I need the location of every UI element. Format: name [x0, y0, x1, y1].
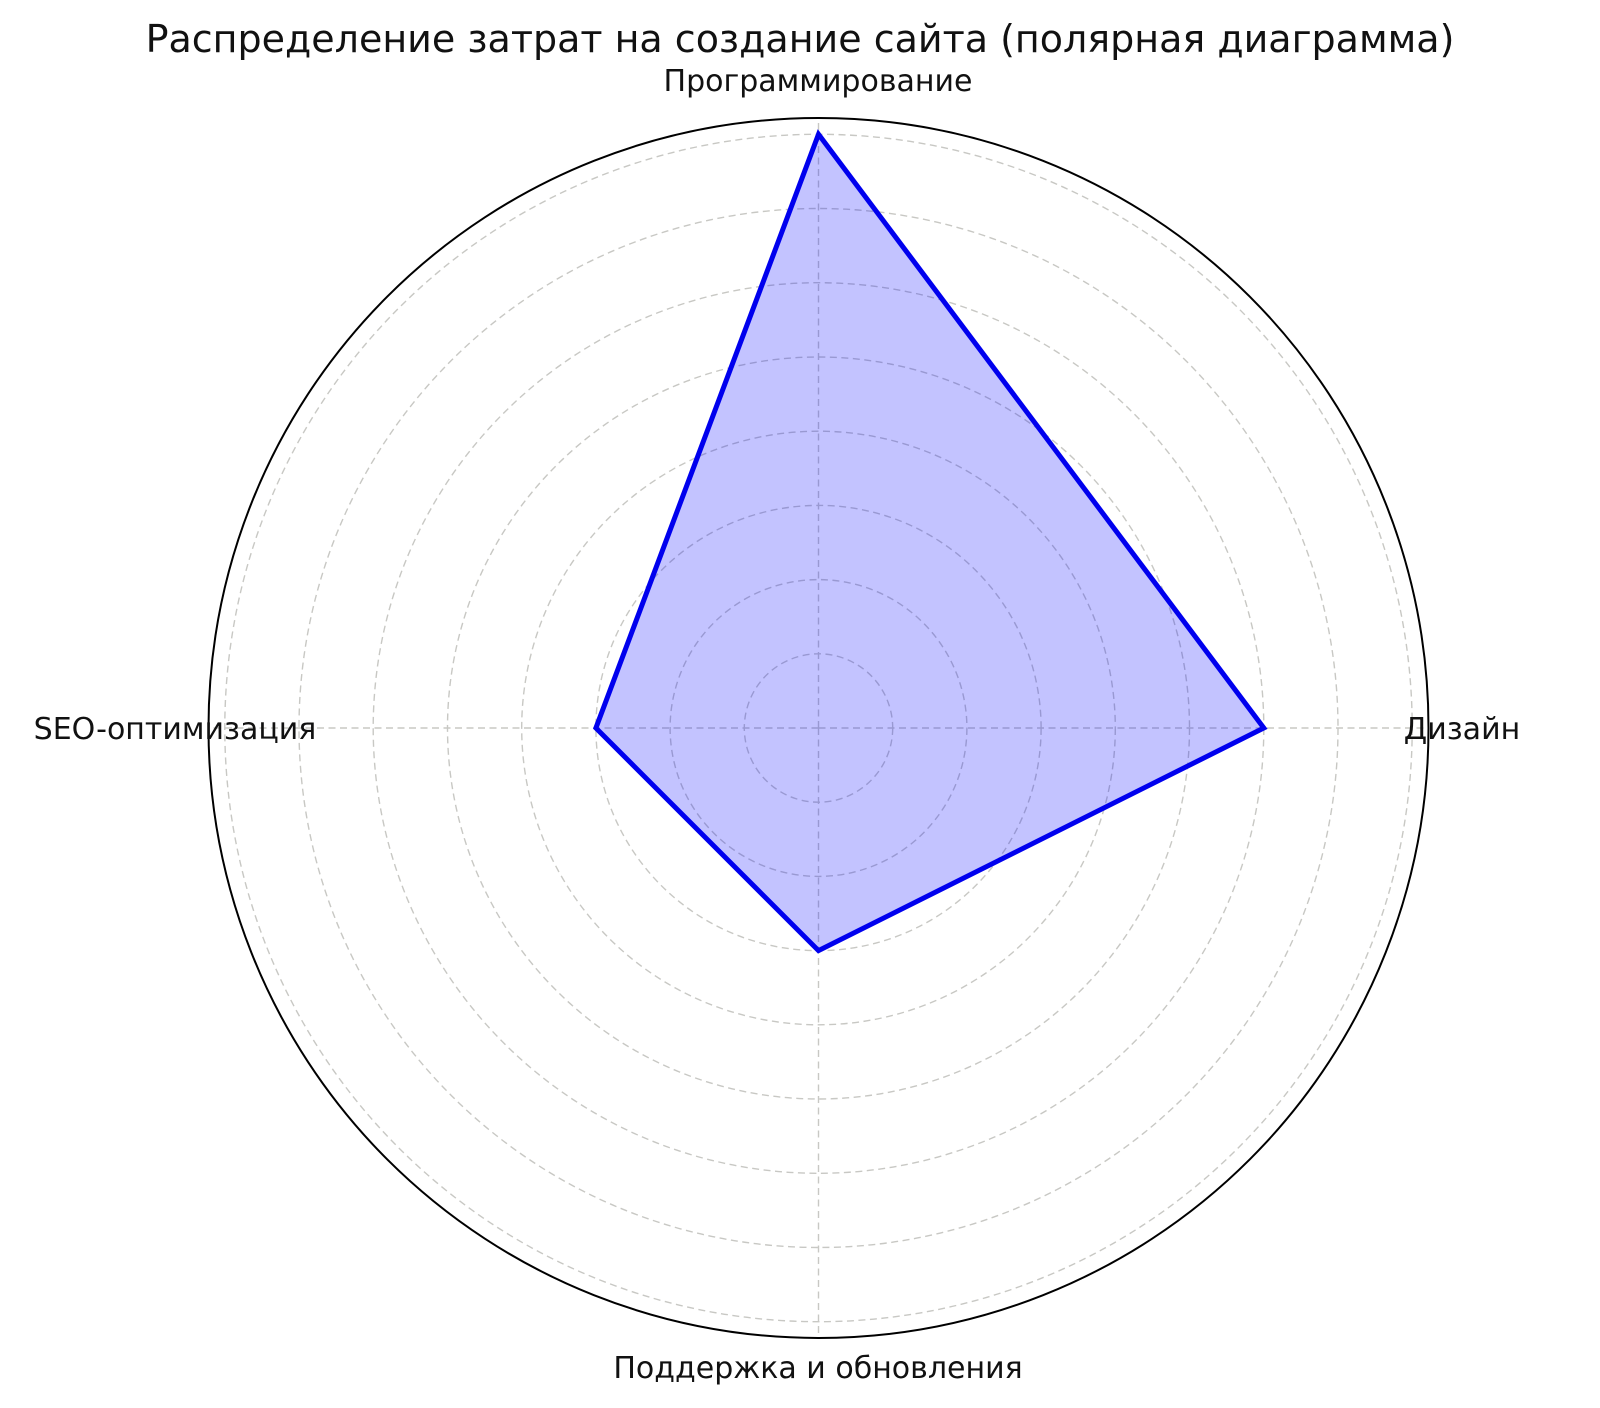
axis-label-design: Дизайн: [1404, 712, 1520, 747]
r-gridline-20: [521, 430, 1116, 1026]
chart-title: Распределение затрат на создание сайта (…: [146, 17, 1455, 61]
angular-gridlines: [208, 118, 1429, 1338]
axis-label-support-updates: Поддержка и обновления: [613, 1351, 1022, 1386]
axis-label-seo: SEO-оптимизация: [34, 712, 317, 747]
axis-label-programming: Программирование: [664, 64, 973, 99]
r-gridline-10: [669, 578, 968, 878]
polar-outline-circle: [207, 117, 1430, 1339]
data-polygon: [592, 129, 1268, 954]
